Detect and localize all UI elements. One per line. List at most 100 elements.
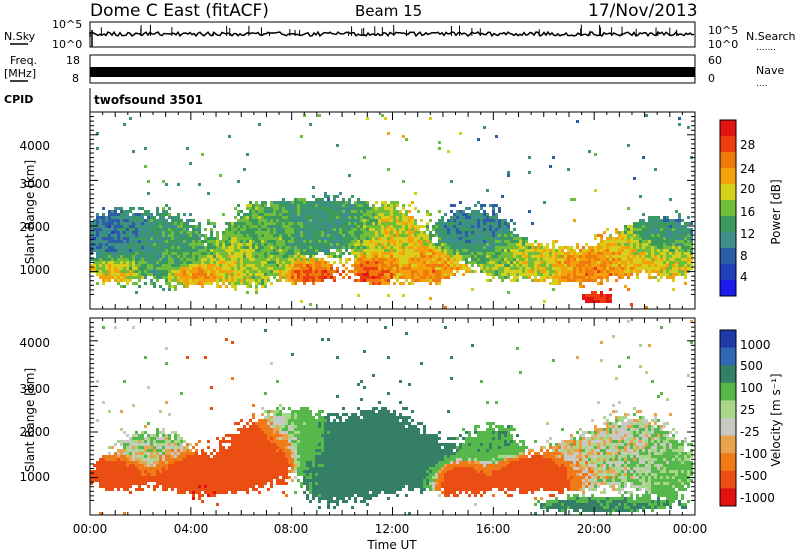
power-cell (147, 234, 150, 237)
velocity-cell (120, 476, 123, 479)
power-cell (543, 252, 546, 255)
power-cell (666, 231, 669, 234)
velocity-cell (132, 482, 135, 485)
power-cell (411, 231, 414, 234)
power-cell (201, 252, 204, 255)
power-cell (669, 222, 672, 225)
power-cell (402, 249, 405, 252)
power-cell (504, 252, 507, 255)
velocity-cell (141, 482, 144, 485)
power-cell (465, 237, 468, 240)
power-cell (351, 243, 354, 246)
power-cell (132, 249, 135, 252)
power-cell (555, 258, 558, 261)
power-cell (423, 264, 426, 267)
power-cell (600, 264, 603, 267)
power-cell (570, 276, 573, 279)
power-cell (489, 216, 492, 219)
power-cell (264, 282, 267, 285)
power-cell (339, 225, 342, 228)
power-cell (168, 207, 171, 210)
power-cell (126, 264, 129, 267)
power-cell (603, 240, 606, 243)
power-cell (381, 114, 384, 117)
power-cell (348, 258, 351, 261)
power-cell (165, 270, 168, 273)
power-cell (657, 216, 660, 219)
velocity-cell (105, 482, 108, 485)
power-cell (132, 234, 135, 237)
power-cell (519, 255, 522, 258)
power-cell (186, 252, 189, 255)
power-cell (450, 258, 453, 261)
power-cell (330, 210, 333, 213)
velocity-cell (108, 473, 111, 476)
power-cell (147, 219, 150, 222)
power-cell (216, 276, 219, 279)
power-cell (342, 225, 345, 228)
power-cell (651, 252, 654, 255)
velocity-cell (159, 476, 162, 479)
power-cell (420, 249, 423, 252)
power-cell (207, 237, 210, 240)
power-cell (492, 276, 495, 279)
power-cell (291, 279, 294, 282)
velocity-cell (132, 446, 135, 449)
power-cell (540, 255, 543, 258)
power-cell (285, 276, 288, 279)
power-cell (354, 267, 357, 270)
power-cell (408, 204, 411, 207)
power-cell (225, 231, 228, 234)
power-cell (552, 240, 555, 243)
power-cell (147, 270, 150, 273)
power-cell (663, 258, 666, 261)
power-cell (597, 255, 600, 258)
power-cell (531, 264, 534, 267)
power-cell (270, 249, 273, 252)
power-cell (537, 246, 540, 249)
power-cell (318, 279, 321, 282)
power-cell (444, 225, 447, 228)
velocity-cell (117, 458, 120, 461)
power-cell (507, 255, 510, 258)
power-cell (321, 228, 324, 231)
velocity-cell (153, 470, 156, 473)
power-cell (174, 228, 177, 231)
power-cell (228, 243, 231, 246)
power-cell (651, 267, 654, 270)
power-cell (216, 267, 219, 270)
velocity-cell (141, 440, 144, 443)
power-cell (96, 249, 99, 252)
power-cell (213, 246, 216, 249)
power-cell (321, 210, 324, 213)
power-cell (687, 240, 690, 243)
power-cell (543, 300, 546, 303)
power-cell (282, 213, 285, 216)
power-cell (246, 261, 249, 264)
power-cell (411, 240, 414, 243)
power-cell (126, 225, 129, 228)
power-cell (426, 228, 429, 231)
power-cell (105, 252, 108, 255)
power-cell (279, 279, 282, 282)
power-cell (309, 279, 312, 282)
power-cell (291, 234, 294, 237)
power-cell (450, 243, 453, 246)
power-cell (405, 264, 408, 267)
power-cell (561, 258, 564, 261)
power-cell (189, 237, 192, 240)
power-cell (681, 243, 684, 246)
power-cell (447, 225, 450, 228)
power-cell (573, 255, 576, 258)
power-cell (453, 264, 456, 267)
power-cell (552, 249, 555, 252)
power-cell (648, 216, 651, 219)
power-cell (486, 273, 489, 276)
velocity-cell (156, 476, 159, 479)
power-cell (345, 273, 348, 276)
power-cell (681, 264, 684, 267)
power-cell (210, 261, 213, 264)
power-cell (135, 276, 138, 279)
power-cell (327, 273, 330, 276)
power-cell (672, 231, 675, 234)
